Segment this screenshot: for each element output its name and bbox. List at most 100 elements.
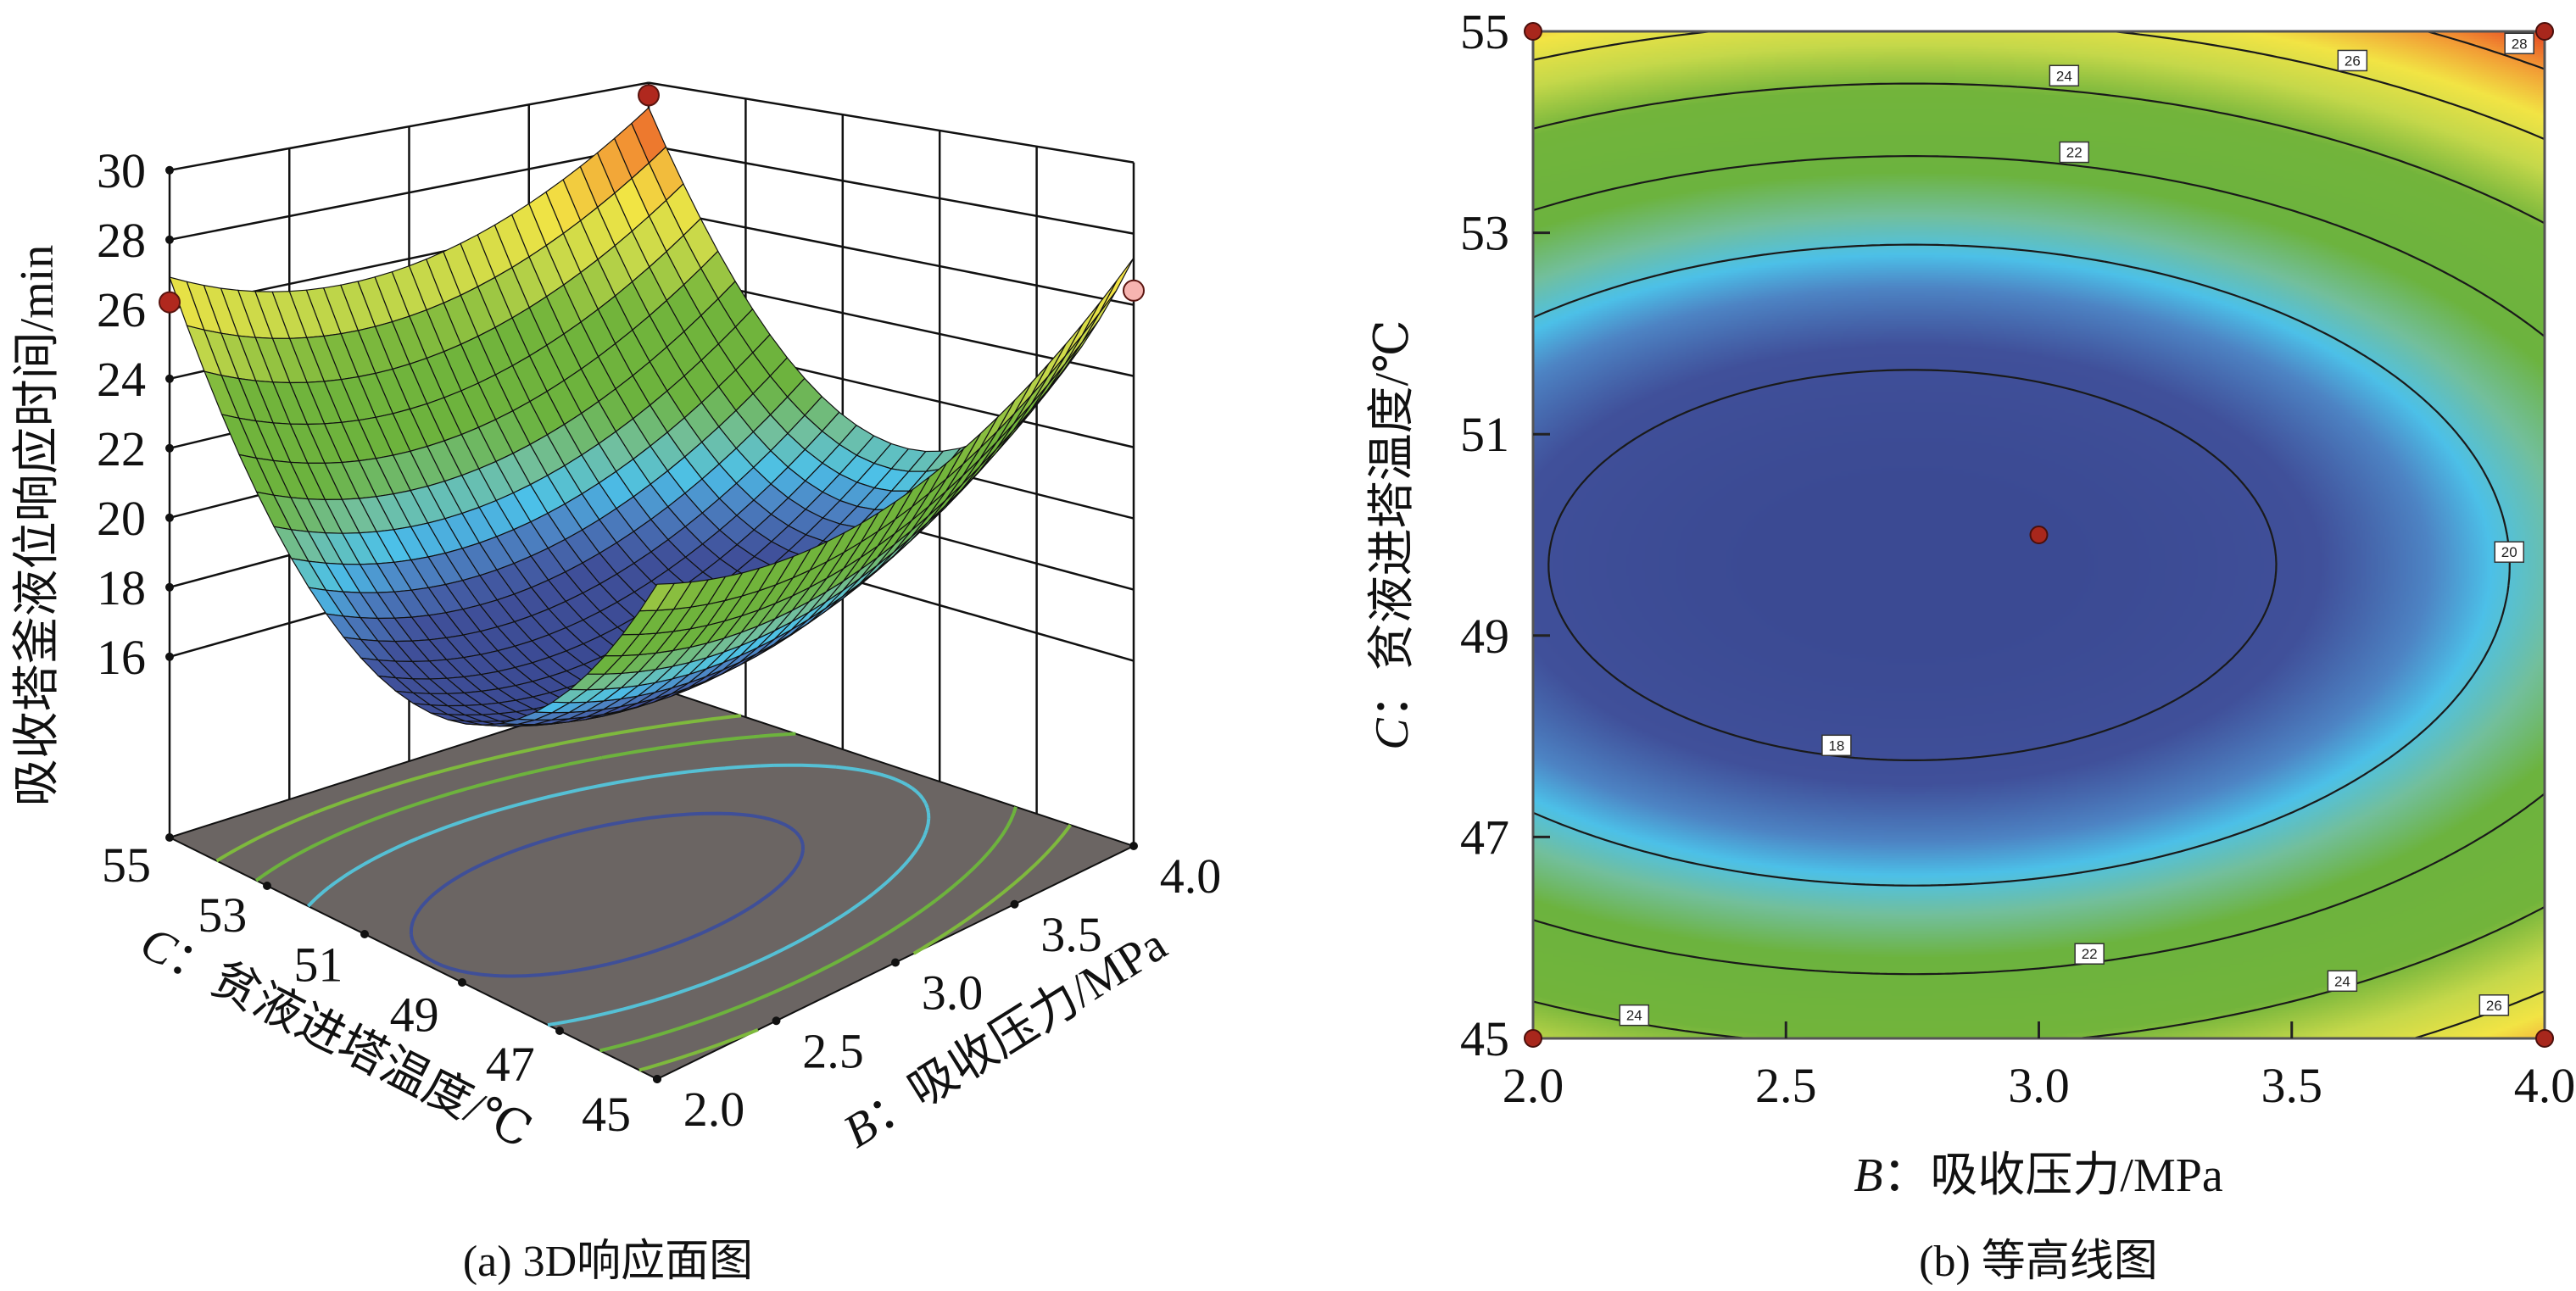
c-tick-mark (360, 930, 369, 938)
b-tick-mark (1010, 899, 1019, 909)
wall-gridline (648, 81, 1135, 164)
design-point (1123, 279, 1145, 302)
c-tick-label: 47 (486, 1037, 535, 1092)
tick-labels-3d: 16 18 20 22 24 26 28 30 45 47 49 51 53 55 2.0 2.5 3.0 3.5… (97, 143, 1221, 1142)
b-var: B (1854, 1149, 1882, 1202)
c-tick-label: 53 (198, 888, 247, 943)
c-tick-mark (653, 1075, 661, 1083)
b-tick-label: 3.0 (922, 965, 984, 1021)
b-label: ：吸收压力/MPa (1882, 1149, 2222, 1202)
surface-patch (638, 582, 676, 612)
contour-label: 22 (2074, 943, 2105, 965)
response-surface (169, 107, 1135, 727)
contour-label-box (2074, 943, 2105, 965)
contour-label-box (2337, 49, 2368, 72)
b-tick-mark (1129, 842, 1138, 850)
x-axis-title: B：吸收压力/MPa (1854, 1149, 2223, 1202)
contour-label: 24 (2049, 64, 2080, 87)
contour-label-box (2059, 141, 2090, 164)
contour-label: 26 (2478, 994, 2510, 1016)
contour-label-box (2049, 64, 2080, 87)
x-tick-label: 3.0 (2008, 1058, 2070, 1113)
contour-label: 22 (2059, 141, 2090, 164)
z-tick-mark (165, 374, 174, 383)
contour-label: 20 (2494, 541, 2524, 563)
z-tick-label: 16 (97, 630, 146, 685)
b-tick-label: 2.5 (802, 1023, 864, 1078)
design-point (159, 291, 181, 314)
c-tick-label: 51 (293, 938, 343, 993)
b-tick-mark (772, 1016, 781, 1026)
z-tick-mark (165, 582, 174, 592)
design-point (2535, 22, 2554, 41)
z-tick-mark (165, 165, 174, 175)
contour-label-text: 24 (1626, 1008, 1642, 1024)
surface-patch (1064, 302, 1101, 357)
b-tick-mark (891, 958, 900, 967)
design-point (638, 84, 660, 107)
x-tick-label: 2.5 (1755, 1058, 1817, 1113)
contour-label-text: 26 (2345, 53, 2361, 69)
contour-label: 28 (2504, 32, 2534, 55)
floor-contour-18 (409, 811, 805, 978)
caption-a: (a) 3D响应面图 (463, 1238, 753, 1286)
b-tick-label: 4.0 (1160, 849, 1222, 904)
c-label: ：贫液进塔温度/℃ (1366, 320, 1419, 718)
design-points-2d (1524, 22, 2554, 1048)
wall-gridline (648, 207, 1135, 306)
z-tick-mark (165, 443, 174, 453)
floor-plane (165, 683, 1138, 1083)
contour-label-box (1821, 734, 1852, 757)
x-tick-label: 4.0 (2514, 1058, 2576, 1113)
contour-panel: 45 47 49 51 53 55 2.0 2.5 3.0 3.5 4.0 24 22 26 28 20 18… (1366, 4, 2575, 1286)
contour-labels: 24 22 26 28 20 18 22 24 26 24 (1619, 32, 2534, 1027)
caption-b: (b) 等高线图 (1919, 1238, 2158, 1286)
floor-contour-24 (215, 714, 1072, 1072)
design-point (2029, 526, 2049, 544)
contour-label-box (2504, 32, 2534, 55)
contour-line-22 (1532, 155, 2545, 976)
c-tick-label: 45 (582, 1087, 631, 1142)
z-tick-mark (165, 652, 174, 661)
z-tick-label: 22 (97, 421, 146, 476)
c-tick-mark (458, 978, 466, 987)
design-point (2535, 1029, 2554, 1048)
contour-line-24 (1532, 82, 2545, 1040)
z-tick-label: 18 (97, 560, 146, 615)
contour-label-text: 24 (2334, 973, 2350, 989)
y-tick-label: 47 (1460, 810, 1509, 865)
z-tick-label: 20 (97, 491, 146, 546)
contour-label-text: 18 (1828, 737, 1844, 754)
contour-label-box (2494, 541, 2524, 563)
z-tick-label: 28 (97, 213, 146, 268)
contour-label: 26 (2337, 49, 2368, 72)
contour-line-20 (1532, 243, 2511, 887)
y-tick-label: 55 (1460, 4, 1509, 59)
y-tick-label: 49 (1460, 609, 1509, 664)
contour-label-text: 22 (2082, 946, 2098, 962)
y-axis-title: C：贫液进塔温度/℃ (1366, 320, 1419, 750)
b-tick-label: 3.5 (1040, 907, 1102, 962)
surface-3d-panel: 16 18 20 22 24 26 28 30 45 47 49 51 53 55 2.0 2.5 3.0 3.5… (11, 81, 1221, 1286)
contour-label-text: 24 (2056, 68, 2072, 84)
c-var: C (1366, 718, 1419, 750)
z-tick-mark (165, 235, 174, 244)
contour-label: 24 (1619, 1004, 1650, 1027)
z-tick-label: 24 (97, 352, 146, 407)
c-tick-mark (555, 1027, 564, 1035)
contour-label-text: 28 (2512, 36, 2528, 52)
x-tick-label: 3.5 (2261, 1058, 2323, 1113)
c-tick-label: 55 (102, 837, 151, 893)
c-tick-label: 49 (390, 987, 439, 1042)
c-tick-mark (165, 833, 174, 842)
contour-label-box (2327, 970, 2358, 993)
wall-gridline (648, 144, 1135, 235)
floor-contour-20 (306, 763, 931, 1027)
contour-label-box (1619, 1004, 1650, 1027)
contour-lines (1532, 30, 2545, 1040)
surface-patch (1081, 280, 1118, 336)
contour-label-text: 20 (2501, 544, 2517, 560)
z-tick-label: 26 (97, 282, 146, 337)
